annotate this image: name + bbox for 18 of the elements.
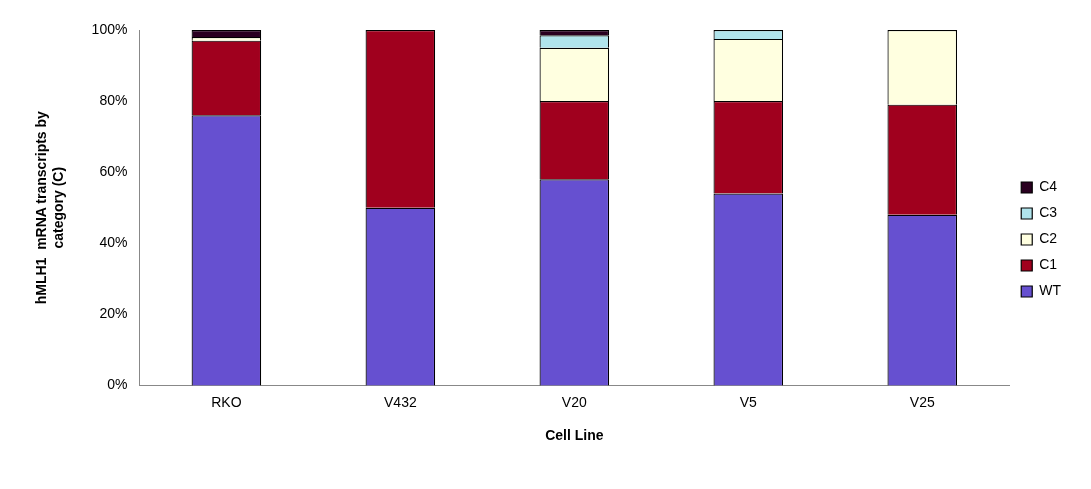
x-tick-label: V25: [909, 393, 935, 410]
legend-label: C3: [1039, 204, 1058, 221]
x-axis-title: Cell Line: [545, 427, 604, 444]
y-tick-label: 100%: [91, 20, 128, 37]
y-tick-label: 80%: [99, 91, 128, 108]
x-tick-label: V5: [739, 393, 758, 410]
x-tick-label: V432: [384, 393, 417, 410]
legend-label: C1: [1039, 256, 1058, 273]
legend-label: WT: [1039, 282, 1062, 299]
y-tick-label: 0%: [107, 376, 128, 393]
x-tick-label: V20: [561, 393, 587, 410]
y-tick-label: 40%: [99, 234, 128, 251]
legend-label: C4: [1039, 178, 1058, 195]
y-tick-label: 20%: [99, 305, 128, 322]
y-tick-label: 60%: [99, 163, 128, 180]
y-axis-title: hMLH1 mRNA transcripts by category (C): [33, 110, 67, 305]
x-tick-label: RKO: [211, 393, 242, 410]
legend-label: C2: [1039, 230, 1058, 247]
